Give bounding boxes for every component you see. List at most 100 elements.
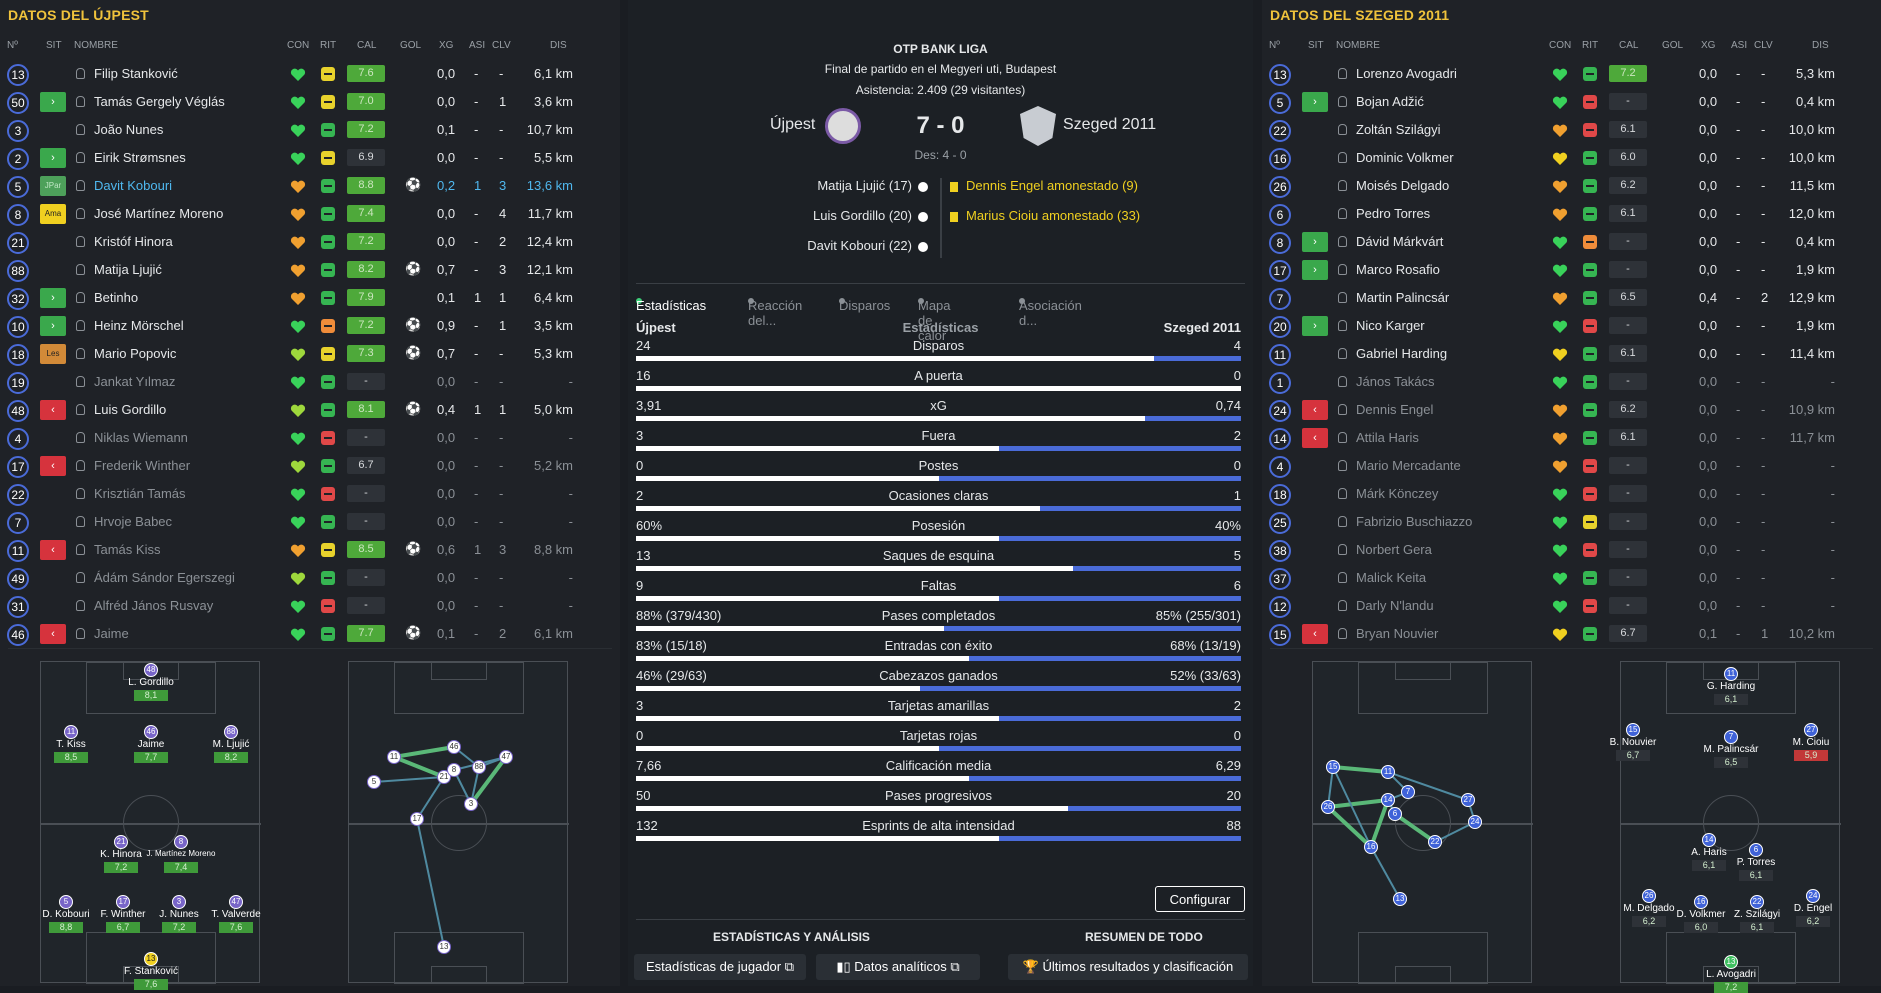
player-name[interactable]: Dávid Márkvárt: [1356, 234, 1444, 249]
col-name[interactable]: NOMBRE: [1336, 40, 1380, 51]
table-row[interactable]: 10 › Heinz Mörschel 7.2 ⚽ 0,9 - 1 3,5 km: [0, 313, 610, 339]
player-name[interactable]: Luis Gordillo: [94, 402, 167, 417]
table-row[interactable]: 2 › Eirik Strømsnes 6.9 0,0 - - 5,5 km: [0, 145, 610, 171]
col-rit[interactable]: RIT: [320, 40, 337, 51]
col-con[interactable]: CON: [1549, 40, 1572, 51]
table-row[interactable]: 5 › Bojan Adžić - 0,0 - - 0,4 km: [1262, 89, 1872, 115]
player-name[interactable]: Bojan Adžić: [1356, 94, 1424, 109]
pass-node[interactable]: 7: [1401, 785, 1415, 799]
player-name[interactable]: Marco Rosafio: [1356, 262, 1440, 277]
table-row[interactable]: 13 Lorenzo Avogadri 7.2 0,0 - - 5,3 km: [1262, 61, 1872, 87]
col-name[interactable]: NOMBRE: [74, 40, 118, 51]
col-xg[interactable]: XG: [439, 40, 454, 51]
player-name[interactable]: Fabrizio Buschiazzo: [1356, 514, 1473, 529]
configure-button[interactable]: Configurar: [1155, 886, 1245, 912]
player-dot[interactable]: 13: [1724, 955, 1738, 969]
table-row[interactable]: 11 ‹ Tamás Kiss 8.5 ⚽ 0,6 1 3 8,8 km: [0, 537, 610, 563]
player-name[interactable]: Eirik Strømsnes: [94, 150, 186, 165]
table-row[interactable]: 18 Les Mario Popovic 7.3 ⚽ 0,7 - - 5,3 km: [0, 341, 610, 367]
player-dot[interactable]: 26: [1642, 889, 1656, 903]
player-dot[interactable]: 3: [172, 895, 186, 909]
col-xg[interactable]: XG: [1701, 40, 1716, 51]
player-name[interactable]: Matija Ljujić: [94, 262, 162, 277]
player-name[interactable]: Dennis Engel: [1356, 402, 1434, 417]
col-no[interactable]: Nº: [7, 40, 18, 51]
player-name[interactable]: Jankat Yılmaz: [94, 374, 176, 389]
col-cal[interactable]: CAL: [1619, 40, 1639, 51]
player-name[interactable]: José Martínez Moreno: [94, 206, 224, 221]
table-row[interactable]: 7 Martin Palincsár 6.5 0,4 - 2 12,9 km: [1262, 285, 1872, 311]
table-row[interactable]: 48 ‹ Luis Gordillo 8.1 ⚽ 0,4 1 1 5,0 km: [0, 397, 610, 423]
pass-node[interactable]: 88: [472, 760, 486, 774]
table-row[interactable]: 11 Gabriel Harding 6.1 0,0 - - 11,4 km: [1262, 341, 1872, 367]
player-name[interactable]: Gabriel Harding: [1356, 346, 1448, 361]
away-team-name[interactable]: Szeged 2011: [1063, 116, 1157, 133]
table-row[interactable]: 18 Márk Könczey - 0,0 - - -: [1262, 481, 1872, 507]
card-description[interactable]: Marius Cioiu amonestado (33): [966, 208, 1141, 223]
table-row[interactable]: 22 Zoltán Szilágyi 6.1 0,0 - - 10,0 km: [1262, 117, 1872, 143]
col-gol[interactable]: GOL: [1662, 40, 1684, 51]
player-dot[interactable]: 6: [1749, 843, 1763, 857]
analytics-button[interactable]: ▮▯ Datos analíticos ⧉: [816, 954, 980, 980]
player-dot[interactable]: 8: [174, 835, 188, 849]
col-sit[interactable]: SIT: [1308, 40, 1324, 51]
table-row[interactable]: 20 › Nico Karger - 0,0 - - 1,9 km: [1262, 313, 1872, 339]
table-row[interactable]: 15 ‹ Bryan Nouvier 6.7 0,1 - 1 10,2 km: [1262, 621, 1872, 647]
pass-node[interactable]: 3: [464, 797, 478, 811]
player-name[interactable]: Frederik Winther: [94, 458, 191, 473]
player-name[interactable]: Attila Haris: [1356, 430, 1419, 445]
col-sit[interactable]: SIT: [46, 40, 62, 51]
col-cal[interactable]: CAL: [357, 40, 377, 51]
results-button[interactable]: 🏆 Últimos resultados y clasificación: [1008, 954, 1248, 980]
table-row[interactable]: 6 Pedro Torres 6.1 0,0 - - 12,0 km: [1262, 201, 1872, 227]
table-row[interactable]: 25 Fabrizio Buschiazzo - 0,0 - - -: [1262, 509, 1872, 535]
table-row[interactable]: 50 › Tamás Gergely Véglás 7.0 0,0 - 1 3,6 km: [0, 89, 610, 115]
table-row[interactable]: 16 Dominic Volkmer 6.0 0,0 - - 10,0 km: [1262, 145, 1872, 171]
player-dot[interactable]: 88: [224, 725, 238, 739]
player-name[interactable]: Martin Palincsár: [1356, 290, 1450, 305]
table-row[interactable]: 8 › Dávid Márkvárt - 0,0 - - 0,4 km: [1262, 229, 1872, 255]
pass-node[interactable]: 6: [1388, 807, 1402, 821]
pass-node[interactable]: 13: [1393, 892, 1407, 906]
player-name[interactable]: Mario Popovic: [94, 346, 177, 361]
col-gol[interactable]: GOL: [400, 40, 422, 51]
player-dot[interactable]: 47: [229, 895, 243, 909]
table-row[interactable]: 5 JPar Davit Kobouri 8.8 ⚽ 0,2 1 3 13,6 km: [0, 173, 610, 199]
player-dot[interactable]: 14: [1702, 833, 1716, 847]
player-name[interactable]: Bryan Nouvier: [1356, 626, 1439, 641]
table-row[interactable]: 4 Niklas Wiemann - 0,0 - - -: [0, 425, 610, 451]
table-row[interactable]: 19 Jankat Yılmaz - 0,0 - - -: [0, 369, 610, 395]
player-name[interactable]: João Nunes: [94, 122, 164, 137]
table-row[interactable]: 46 ‹ Jaime 7.7 ⚽ 0,1 - 2 6,1 km: [0, 621, 610, 647]
player-dot[interactable]: 13: [144, 952, 158, 966]
col-dis[interactable]: DIS: [1812, 40, 1829, 51]
table-row[interactable]: 26 Moisés Delgado 6.2 0,0 - - 11,5 km: [1262, 173, 1872, 199]
table-row[interactable]: 21 Kristóf Hinora 7.2 0,0 - 2 12,4 km: [0, 229, 610, 255]
col-no[interactable]: Nº: [1269, 40, 1280, 51]
table-row[interactable]: 38 Norbert Gera - 0,0 - - -: [1262, 537, 1872, 563]
table-row[interactable]: 31 Alfréd János Rusvay - 0,0 - - -: [0, 593, 610, 619]
pass-node[interactable]: 5: [367, 775, 381, 789]
player-dot[interactable]: 7: [1724, 730, 1738, 744]
col-dis[interactable]: DIS: [550, 40, 567, 51]
player-dot[interactable]: 22: [1750, 895, 1764, 909]
pass-node[interactable]: 16: [1364, 840, 1378, 854]
player-name[interactable]: Dominic Volkmer: [1356, 150, 1454, 165]
pass-node[interactable]: 26: [1321, 800, 1335, 814]
player-dot[interactable]: 5: [59, 895, 73, 909]
home-team-name[interactable]: Újpest: [770, 116, 816, 133]
table-row[interactable]: 4 Mario Mercadante - 0,0 - - -: [1262, 453, 1872, 479]
player-dot[interactable]: 48: [144, 663, 158, 677]
player-name[interactable]: Kristóf Hinora: [94, 234, 173, 249]
col-clv[interactable]: CLV: [1754, 40, 1773, 51]
table-row[interactable]: 49 Ádám Sándor Egerszegi - 0,0 - - -: [0, 565, 610, 591]
table-row[interactable]: 24 ‹ Dennis Engel 6.2 0,0 - - 10,9 km: [1262, 397, 1872, 423]
player-name[interactable]: Tamás Kiss: [94, 542, 161, 557]
player-dot[interactable]: 46: [144, 725, 158, 739]
pass-node[interactable]: 13: [437, 940, 451, 954]
player-name[interactable]: Mario Mercadante: [1356, 458, 1461, 473]
card-description[interactable]: Dennis Engel amonestado (9): [966, 178, 1138, 193]
player-name[interactable]: Filip Stanković: [94, 66, 178, 81]
player-name[interactable]: Betinho: [94, 290, 139, 305]
player-dot[interactable]: 21: [114, 835, 128, 849]
